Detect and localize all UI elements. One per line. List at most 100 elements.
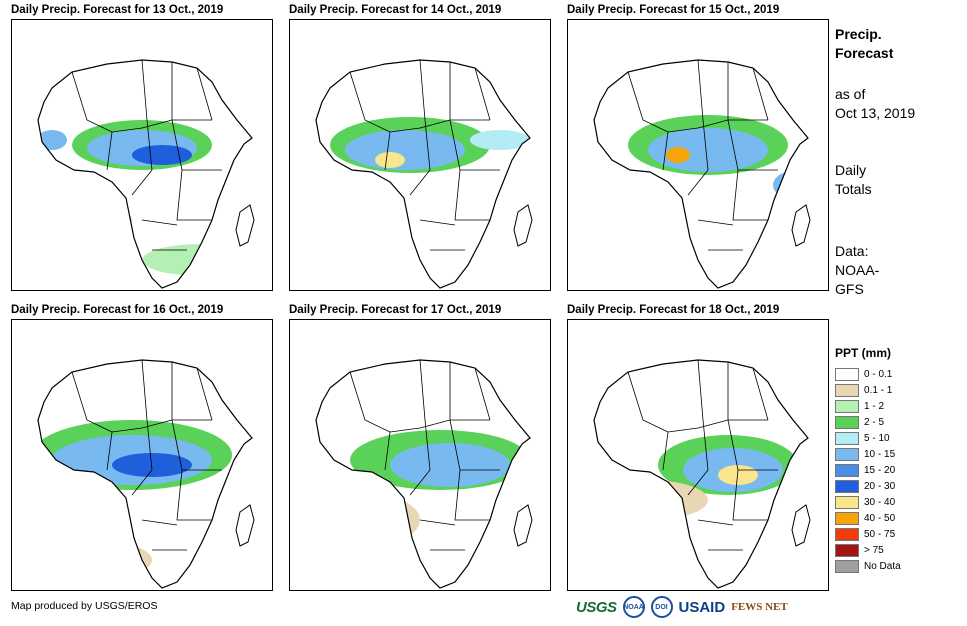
country-border	[349, 371, 391, 433]
legend-item: 2 - 5	[835, 414, 960, 430]
data-source: Data: NOAA- GFS	[835, 242, 879, 299]
legend-label: 15 - 20	[864, 464, 896, 476]
country-border	[702, 419, 709, 471]
legend-label: 1 - 2	[864, 400, 885, 412]
country-border	[667, 119, 729, 133]
totals-type: Daily Totals	[835, 161, 872, 199]
madagascar	[235, 204, 255, 247]
precip-map	[11, 319, 273, 591]
country-border	[141, 59, 148, 121]
country-border	[419, 359, 426, 421]
country-border	[196, 67, 213, 121]
legend-item: 50 - 75	[835, 526, 960, 542]
as-of-label: as of	[835, 86, 866, 102]
country-border	[424, 119, 431, 171]
data-source-label: Data:	[835, 243, 869, 259]
legend-swatch	[835, 447, 859, 461]
country-border	[732, 469, 768, 521]
noaa-logo: NOAA	[622, 596, 645, 618]
country-border	[697, 359, 704, 421]
precip-area	[112, 453, 192, 477]
country-border	[449, 62, 490, 121]
country-border	[727, 362, 768, 421]
country-border	[687, 169, 709, 196]
country-border	[662, 131, 669, 171]
legend-swatch	[835, 511, 859, 525]
legend-item: 10 - 15	[835, 446, 960, 462]
coastline	[315, 59, 531, 289]
precip-map-svg	[315, 359, 533, 589]
country-border	[71, 371, 113, 433]
coastline	[37, 359, 253, 589]
panel-title: Daily Precip. Forecast for 15 Oct., 2019	[567, 4, 780, 16]
country-border	[146, 419, 153, 471]
country-border	[627, 71, 669, 133]
country-border	[71, 71, 113, 133]
country-border	[196, 367, 213, 421]
country-border	[662, 431, 669, 471]
legend-title: PPT (mm)	[835, 346, 892, 360]
precip-area	[142, 244, 252, 276]
legend-label: 10 - 15	[864, 448, 896, 460]
country-border	[454, 169, 490, 221]
legend-swatch	[835, 431, 859, 445]
legend-swatch	[835, 479, 859, 493]
legend-label: > 75	[864, 544, 884, 556]
legend-item: 5 - 10	[835, 430, 960, 446]
precip-area	[594, 565, 623, 585]
usaid-logo: USAID	[678, 598, 726, 616]
coastline	[593, 59, 809, 289]
legend-label: No Data	[864, 560, 901, 572]
legend-label: 5 - 10	[864, 432, 890, 444]
country-border	[141, 359, 148, 421]
country-border	[424, 419, 431, 471]
country-border	[702, 119, 709, 171]
madagascar	[791, 504, 811, 547]
country-border	[474, 367, 491, 421]
precip-area	[390, 443, 510, 487]
usgs-logo: USGS	[576, 598, 617, 616]
legend-label: 0 - 0.1	[864, 368, 893, 380]
precip-area	[594, 210, 663, 270]
precip-map-svg	[315, 59, 533, 289]
country-border	[384, 431, 391, 471]
country-border	[627, 371, 669, 433]
data-source-line3: GFS	[835, 281, 864, 297]
sidebar-title-line1: Precip.	[835, 26, 882, 42]
panel-title: Daily Precip. Forecast for 16 Oct., 2019	[11, 304, 224, 316]
precip-area	[316, 192, 400, 228]
legend-label: 20 - 30	[864, 480, 896, 492]
panel-title: Daily Precip. Forecast for 14 Oct., 2019	[289, 4, 502, 16]
country-border	[111, 419, 173, 433]
legend-item: 40 - 50	[835, 510, 960, 526]
madagascar	[235, 504, 255, 547]
country-border	[409, 169, 431, 196]
country-border	[449, 362, 490, 421]
legend-swatch	[835, 415, 859, 429]
legend-item: 30 - 40	[835, 494, 960, 510]
totals-type-line2: Totals	[835, 181, 872, 197]
country-border	[131, 469, 153, 496]
country-border	[727, 62, 768, 121]
precip-legend: PPT (mm) 0 - 0.1 0.1 - 1 1 - 2 2 - 5 5 - 10 1…	[835, 346, 960, 574]
legend-item: 1 - 2	[835, 398, 960, 414]
legend-swatch	[835, 543, 859, 557]
legend-label: 2 - 5	[864, 416, 885, 428]
precip-map	[289, 19, 551, 291]
country-border	[384, 131, 391, 171]
country-border	[752, 67, 769, 121]
country-border	[131, 169, 153, 196]
precip-map	[567, 319, 829, 591]
agency-logos: USGS NOAA DOI USAID FEWS NET	[576, 593, 788, 621]
sidebar-title-line2: Forecast	[835, 45, 894, 61]
legend-label: 30 - 40	[864, 496, 896, 508]
precip-area	[666, 147, 690, 163]
precip-map	[289, 319, 551, 591]
legend-swatch	[835, 463, 859, 477]
sidebar-title: Precip. Forecast	[835, 25, 893, 63]
precip-area	[316, 490, 420, 550]
country-border	[106, 431, 113, 471]
legend-item: > 75	[835, 542, 960, 558]
totals-type-line1: Daily	[835, 162, 867, 178]
legend-label: 0.1 - 1	[864, 384, 893, 396]
